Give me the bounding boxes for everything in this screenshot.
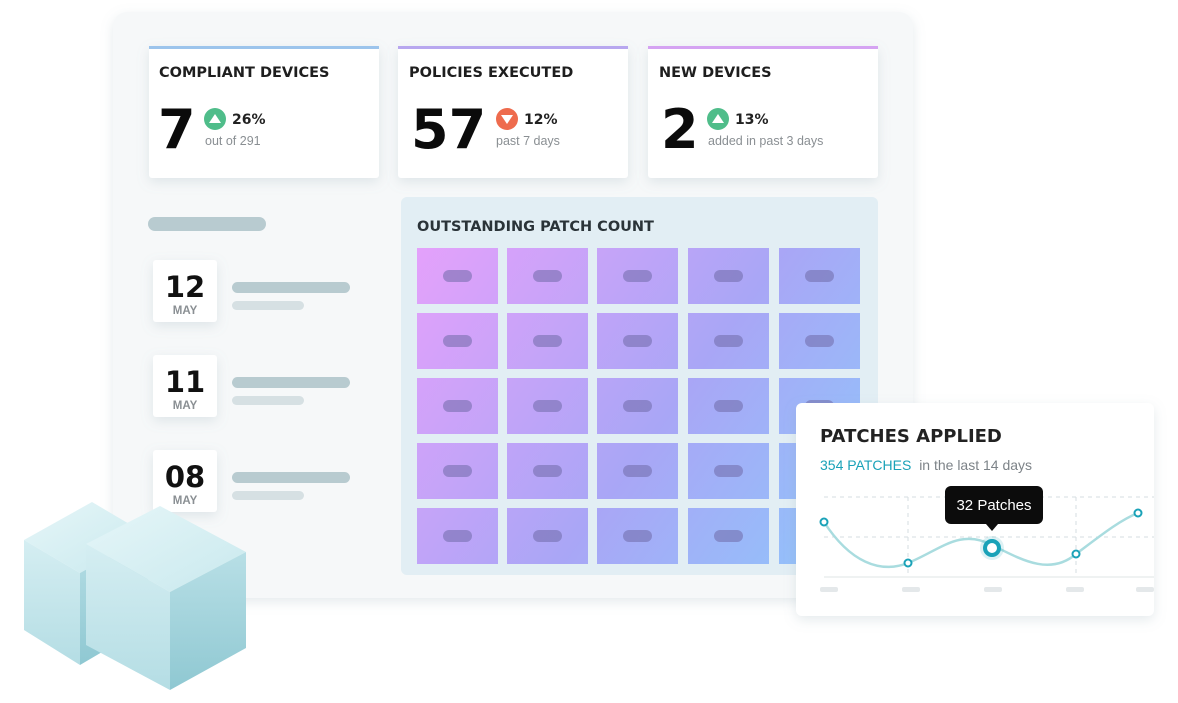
card-subtitle: 354 PATCHES in the last 14 days <box>820 457 1032 473</box>
card-value: 2 <box>661 98 699 161</box>
placeholder-line <box>232 301 304 310</box>
cell-pill <box>443 465 472 477</box>
cell-pill <box>623 465 652 477</box>
patch-count: 354 PATCHES <box>820 457 911 473</box>
cell-pill <box>805 270 834 282</box>
card-title: PATCHES APPLIED <box>820 426 1002 447</box>
stat-card: NEW DEVICES 2 13% added in past 3 days <box>648 46 878 178</box>
cell-pill <box>714 335 743 347</box>
card-change: 13% <box>735 112 769 128</box>
card-note: out of 291 <box>205 134 261 148</box>
cell-pill <box>533 400 562 412</box>
placeholder-bar <box>148 217 266 231</box>
card-note: added in past 3 days <box>708 134 823 148</box>
patch-grid <box>417 248 860 564</box>
cell-pill <box>714 530 743 542</box>
date-card <box>153 355 217 417</box>
cell-pill <box>623 400 652 412</box>
cell-pill <box>443 400 472 412</box>
card-value: 57 <box>411 98 486 161</box>
date-day: 08 <box>165 460 205 494</box>
date-card <box>153 450 217 512</box>
cell-pill <box>714 465 743 477</box>
card-title: NEW DEVICES <box>659 65 772 81</box>
cell-pill <box>533 530 562 542</box>
cell-pill <box>714 400 743 412</box>
placeholder-line <box>232 377 350 388</box>
tooltip: 32 Patches <box>956 497 1031 514</box>
cell-pill <box>714 270 743 282</box>
cell-pill <box>623 530 652 542</box>
card-title: COMPLIANT DEVICES <box>159 65 330 81</box>
patch-period: in the last 14 days <box>919 457 1032 473</box>
card-note: past 7 days <box>496 134 560 148</box>
date-month: MAY <box>173 400 198 412</box>
cubes-decoration <box>24 502 246 690</box>
cell-pill <box>443 530 472 542</box>
card-value: 7 <box>158 98 196 161</box>
patch-grid-title: OUTSTANDING PATCH COUNT <box>417 219 654 235</box>
placeholder-line <box>232 282 350 293</box>
cell-pill <box>443 270 472 282</box>
patches-applied-card: PATCHES APPLIED 354 PATCHES in the last … <box>796 403 1154 616</box>
cell-pill <box>533 465 562 477</box>
placeholder-line <box>232 472 350 483</box>
cell-pill <box>533 270 562 282</box>
date-day: 12 <box>165 270 205 304</box>
cell-pill <box>533 335 562 347</box>
cell-pill <box>805 335 834 347</box>
cell-pill <box>623 270 652 282</box>
date-day: 11 <box>165 365 205 399</box>
stat-card: COMPLIANT DEVICES 7 26% out of 291 <box>149 46 379 178</box>
card-change: 26% <box>232 112 266 128</box>
date-card <box>153 260 217 322</box>
placeholder-line <box>232 491 304 500</box>
date-month: MAY <box>173 305 198 317</box>
stat-card: POLICIES EXECUTED 57 12% past 7 days <box>398 46 628 178</box>
card-change: 12% <box>524 112 558 128</box>
placeholder-line <box>232 396 304 405</box>
date-month: MAY <box>173 495 198 507</box>
card-title: POLICIES EXECUTED <box>409 65 573 81</box>
cell-pill <box>443 335 472 347</box>
cell-pill <box>623 335 652 347</box>
